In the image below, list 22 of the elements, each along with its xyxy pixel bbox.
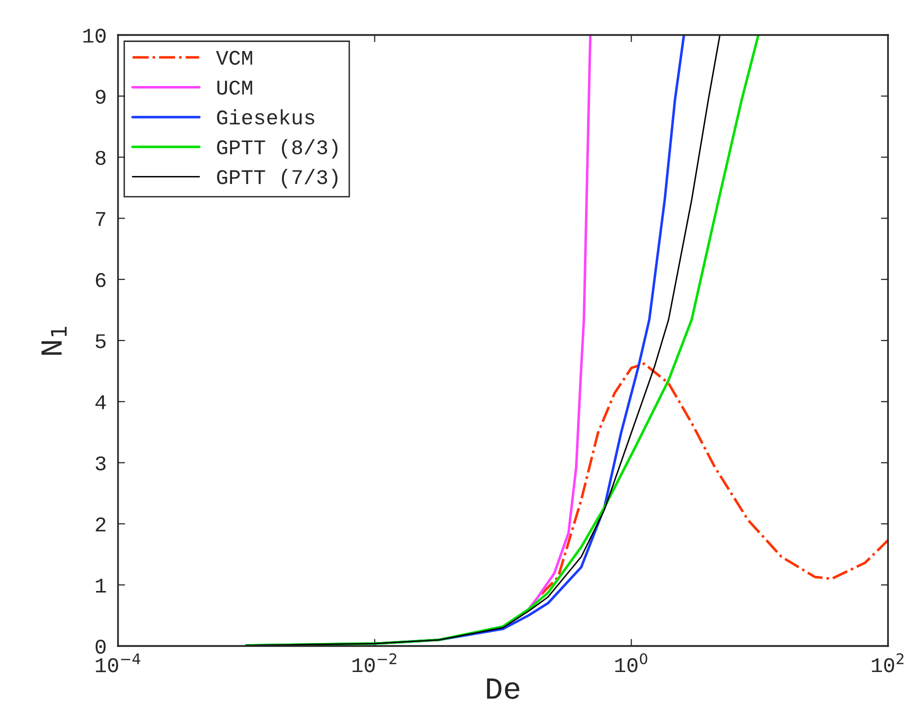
legend-label: Giesekus (217, 109, 314, 125)
y-tick-label: 2 (96, 517, 106, 532)
y-tick-label: 10 (83, 28, 106, 43)
legend-label: GPTT (8/3) (217, 139, 338, 159)
y-tick-label: 5 (96, 334, 106, 348)
y-tick-label: 4 (95, 395, 106, 410)
y-tick-label: 7 (96, 212, 106, 226)
y-tick-label: 1 (96, 578, 106, 592)
x-tick-label: 10$^{−2}$ (352, 653, 396, 672)
x-axis-title: De (487, 678, 520, 699)
y-tick-label: 8 (96, 150, 106, 165)
legend-label: GPTT (7/3) (217, 168, 338, 188)
legend-label: VCM (216, 50, 252, 65)
legend-label: UCM (217, 80, 252, 95)
x-tick-label: 10$^{0}$ (615, 653, 648, 672)
x-tick-label: 10$^{−4}$ (96, 653, 140, 672)
x-tick-label: 10$^{2}$ (872, 653, 904, 672)
y-tick-label: 6 (96, 273, 106, 288)
y-tick-label: 9 (96, 90, 106, 104)
y-axis-title: N$_{1}$ (41, 326, 67, 355)
y-tick-label: 3 (96, 456, 106, 470)
y-tick-label: 0 (96, 640, 106, 654)
